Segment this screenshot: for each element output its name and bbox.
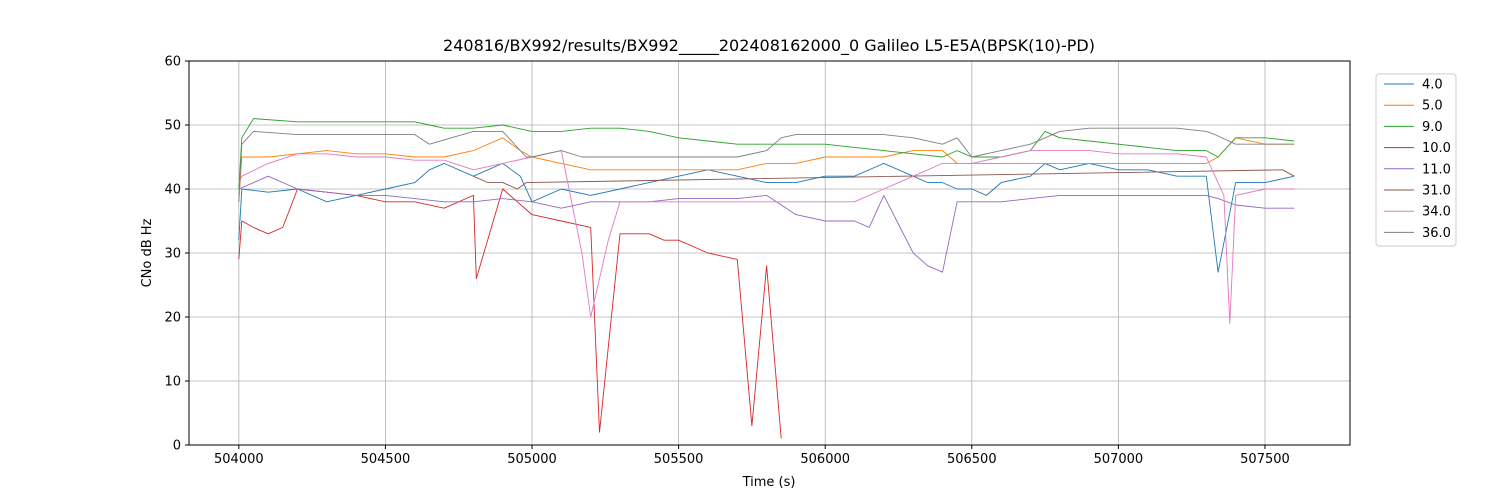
y-axis: 0 10 20 30 40 50 60 — [164, 55, 189, 454]
series-line-31.0 — [473, 169, 1295, 190]
y-tick-label: 40 — [164, 183, 181, 198]
x-tick-label: 505500 — [654, 452, 704, 467]
x-axis: 504000 504500 505000 505500 506000 506500 5070… — [214, 445, 1290, 467]
series-line-34.0 — [238, 150, 1295, 324]
legend-label: 9.0 — [1422, 120, 1443, 135]
series-line-36.0 — [238, 127, 1295, 202]
legend: 4.0 5.0 9.0 10.0 11.0 31.0 34.0 36.0 — [1375, 73, 1457, 247]
x-tick-label: 506000 — [800, 452, 850, 467]
x-tick-label: 504500 — [361, 452, 411, 467]
x-tick-label: 505000 — [507, 452, 557, 467]
x-tick-label: 507500 — [1240, 452, 1290, 467]
series-line-4.0 — [238, 162, 1295, 273]
legend-box — [1375, 73, 1457, 247]
y-axis-label: CNo dB Hz — [140, 218, 155, 287]
legend-label: 5.0 — [1422, 99, 1443, 114]
chart-title: 240816/BX992/results/BX992_____202408162… — [443, 36, 1095, 56]
series-layer — [238, 118, 1295, 439]
y-tick-label: 30 — [164, 247, 181, 262]
y-tick-label: 50 — [164, 119, 181, 134]
legend-label: 4.0 — [1422, 78, 1443, 93]
legend-label: 31.0 — [1422, 184, 1451, 199]
series-line-11.0 — [238, 175, 1295, 273]
plot-area: 504000 504500 505000 505500 506000 506500 5070… — [164, 55, 1351, 467]
y-tick-label: 10 — [164, 375, 181, 390]
series-line-9.0 — [238, 118, 1295, 190]
x-axis-label: Time (s) — [742, 475, 796, 490]
legend-label: 36.0 — [1422, 226, 1451, 241]
y-tick-label: 20 — [164, 311, 181, 326]
x-tick-label: 506500 — [947, 452, 997, 467]
y-tick-label: 60 — [164, 55, 181, 70]
x-tick-label: 507000 — [1094, 452, 1144, 467]
series-line-10.0 — [238, 188, 782, 439]
x-tick-label: 504000 — [214, 452, 264, 467]
legend-label: 34.0 — [1422, 205, 1451, 220]
y-tick-label: 0 — [173, 439, 181, 454]
legend-label: 10.0 — [1422, 141, 1451, 156]
legend-label: 11.0 — [1422, 162, 1451, 177]
series-line-5.0 — [238, 137, 1295, 202]
